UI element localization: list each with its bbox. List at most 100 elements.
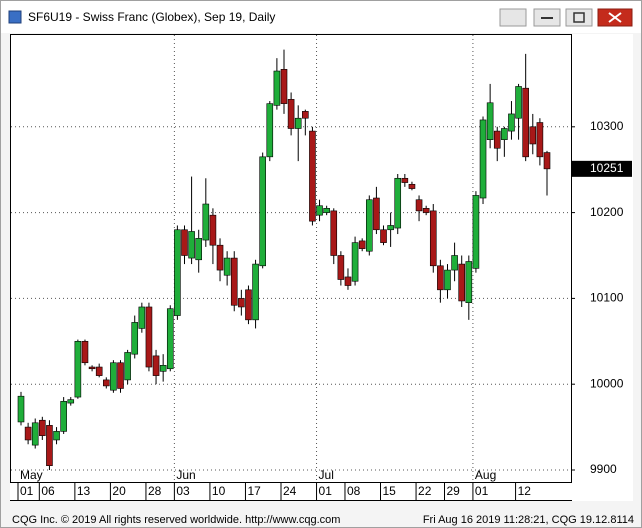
candle-body bbox=[60, 401, 67, 432]
y-tick-label: 9900 bbox=[590, 462, 617, 476]
candle-body bbox=[472, 195, 480, 269]
candle-body bbox=[102, 379, 110, 387]
x-tick-label: 29 bbox=[446, 484, 460, 498]
candle-body bbox=[209, 214, 217, 246]
month-label: Aug bbox=[475, 468, 496, 482]
footer-right: Fri Aug 16 2019 11:28:21, CQG 19.12.8114 bbox=[423, 514, 634, 526]
candle-body bbox=[543, 152, 551, 170]
candle-body bbox=[280, 69, 288, 104]
candle-body bbox=[515, 86, 522, 119]
candle-body bbox=[252, 263, 259, 321]
candle-body bbox=[131, 322, 139, 355]
x-tick-label: 10 bbox=[212, 484, 226, 498]
candle-body bbox=[501, 128, 508, 140]
plot-frame bbox=[10, 34, 572, 483]
candle-body bbox=[302, 111, 309, 119]
candle-body bbox=[95, 366, 103, 376]
x-tick-label: 12 bbox=[518, 484, 532, 498]
month-label: May bbox=[20, 468, 43, 482]
x-tick-label: 28 bbox=[148, 484, 162, 498]
month-label: Jun bbox=[176, 468, 195, 482]
candle-body bbox=[408, 183, 416, 189]
chart-area bbox=[10, 34, 633, 501]
candle-body bbox=[373, 197, 380, 231]
candle-body bbox=[138, 306, 146, 329]
x-tick-label: 08 bbox=[347, 484, 361, 498]
x-tick-label: 13 bbox=[77, 484, 91, 498]
x-tick-label: 20 bbox=[112, 484, 126, 498]
candle-body bbox=[230, 257, 238, 306]
candle-body bbox=[330, 210, 338, 256]
candle-body bbox=[337, 255, 345, 280]
candle-body bbox=[46, 425, 53, 466]
candle-body bbox=[437, 265, 444, 291]
candle-body bbox=[529, 126, 537, 145]
candle-body bbox=[415, 199, 423, 212]
candle-body bbox=[287, 99, 295, 129]
candle-body bbox=[238, 298, 245, 308]
candle-body bbox=[188, 231, 195, 259]
candle-body bbox=[74, 340, 82, 398]
y-tick-label: 10200 bbox=[590, 205, 624, 219]
candle-body bbox=[124, 352, 131, 381]
candle-body bbox=[273, 70, 281, 106]
candle-body bbox=[394, 177, 402, 229]
candle-body bbox=[316, 205, 323, 216]
candle-body bbox=[110, 362, 117, 391]
candle-body bbox=[309, 130, 316, 222]
link-button[interactable] bbox=[499, 8, 527, 27]
candle-body bbox=[88, 366, 96, 370]
y-tick-label: 10100 bbox=[590, 291, 624, 305]
maximize-icon bbox=[573, 12, 585, 23]
candle-body bbox=[245, 289, 252, 321]
x-tick-label: 22 bbox=[418, 484, 432, 498]
y-tick-label: 10300 bbox=[590, 119, 624, 133]
candle-body bbox=[380, 229, 387, 243]
candle-body bbox=[458, 263, 466, 302]
candle-body bbox=[67, 399, 75, 404]
candle-body bbox=[401, 177, 409, 183]
candle-body bbox=[31, 422, 39, 446]
candle-body bbox=[351, 242, 359, 282]
candle-body bbox=[259, 156, 266, 267]
app-icon bbox=[8, 10, 22, 24]
close-icon bbox=[608, 12, 622, 23]
candle-body bbox=[479, 119, 487, 199]
candle-body bbox=[24, 426, 32, 441]
candle-body bbox=[358, 240, 366, 249]
candle-body bbox=[39, 419, 46, 436]
x-tick-label: 15 bbox=[383, 484, 397, 498]
candle-body bbox=[429, 210, 437, 267]
candle-body bbox=[216, 244, 224, 271]
candle-body bbox=[266, 103, 274, 158]
candle-body bbox=[81, 340, 89, 364]
x-tick-label: 06 bbox=[41, 484, 55, 498]
candle-body bbox=[195, 238, 203, 261]
candle-body bbox=[493, 130, 501, 149]
x-tick-label: 01 bbox=[20, 484, 34, 498]
candle-body bbox=[145, 306, 153, 368]
candle-body bbox=[294, 117, 302, 129]
candle-body bbox=[17, 395, 25, 423]
candle-body bbox=[444, 269, 451, 291]
candle-body bbox=[152, 355, 160, 376]
candle-body bbox=[422, 208, 430, 213]
candle-body bbox=[223, 257, 231, 276]
candle-body bbox=[536, 122, 544, 158]
candle-body bbox=[117, 362, 124, 389]
x-tick-label: 24 bbox=[283, 484, 297, 498]
candle-body bbox=[365, 199, 373, 252]
candle-body bbox=[522, 87, 529, 158]
maximize-button[interactable] bbox=[565, 8, 593, 27]
footer-left: CQG Inc. © 2019 All rights reserved worl… bbox=[12, 514, 340, 526]
candle-body bbox=[486, 102, 494, 140]
candle-body bbox=[174, 229, 181, 316]
candle-body bbox=[181, 229, 188, 256]
candle-body bbox=[344, 276, 352, 286]
candle-body bbox=[159, 365, 167, 372]
candle-body bbox=[166, 308, 174, 370]
last-price-label: 10251 bbox=[590, 161, 624, 175]
x-tick-label: 03 bbox=[176, 484, 190, 498]
x-tick-label: 17 bbox=[247, 484, 261, 498]
